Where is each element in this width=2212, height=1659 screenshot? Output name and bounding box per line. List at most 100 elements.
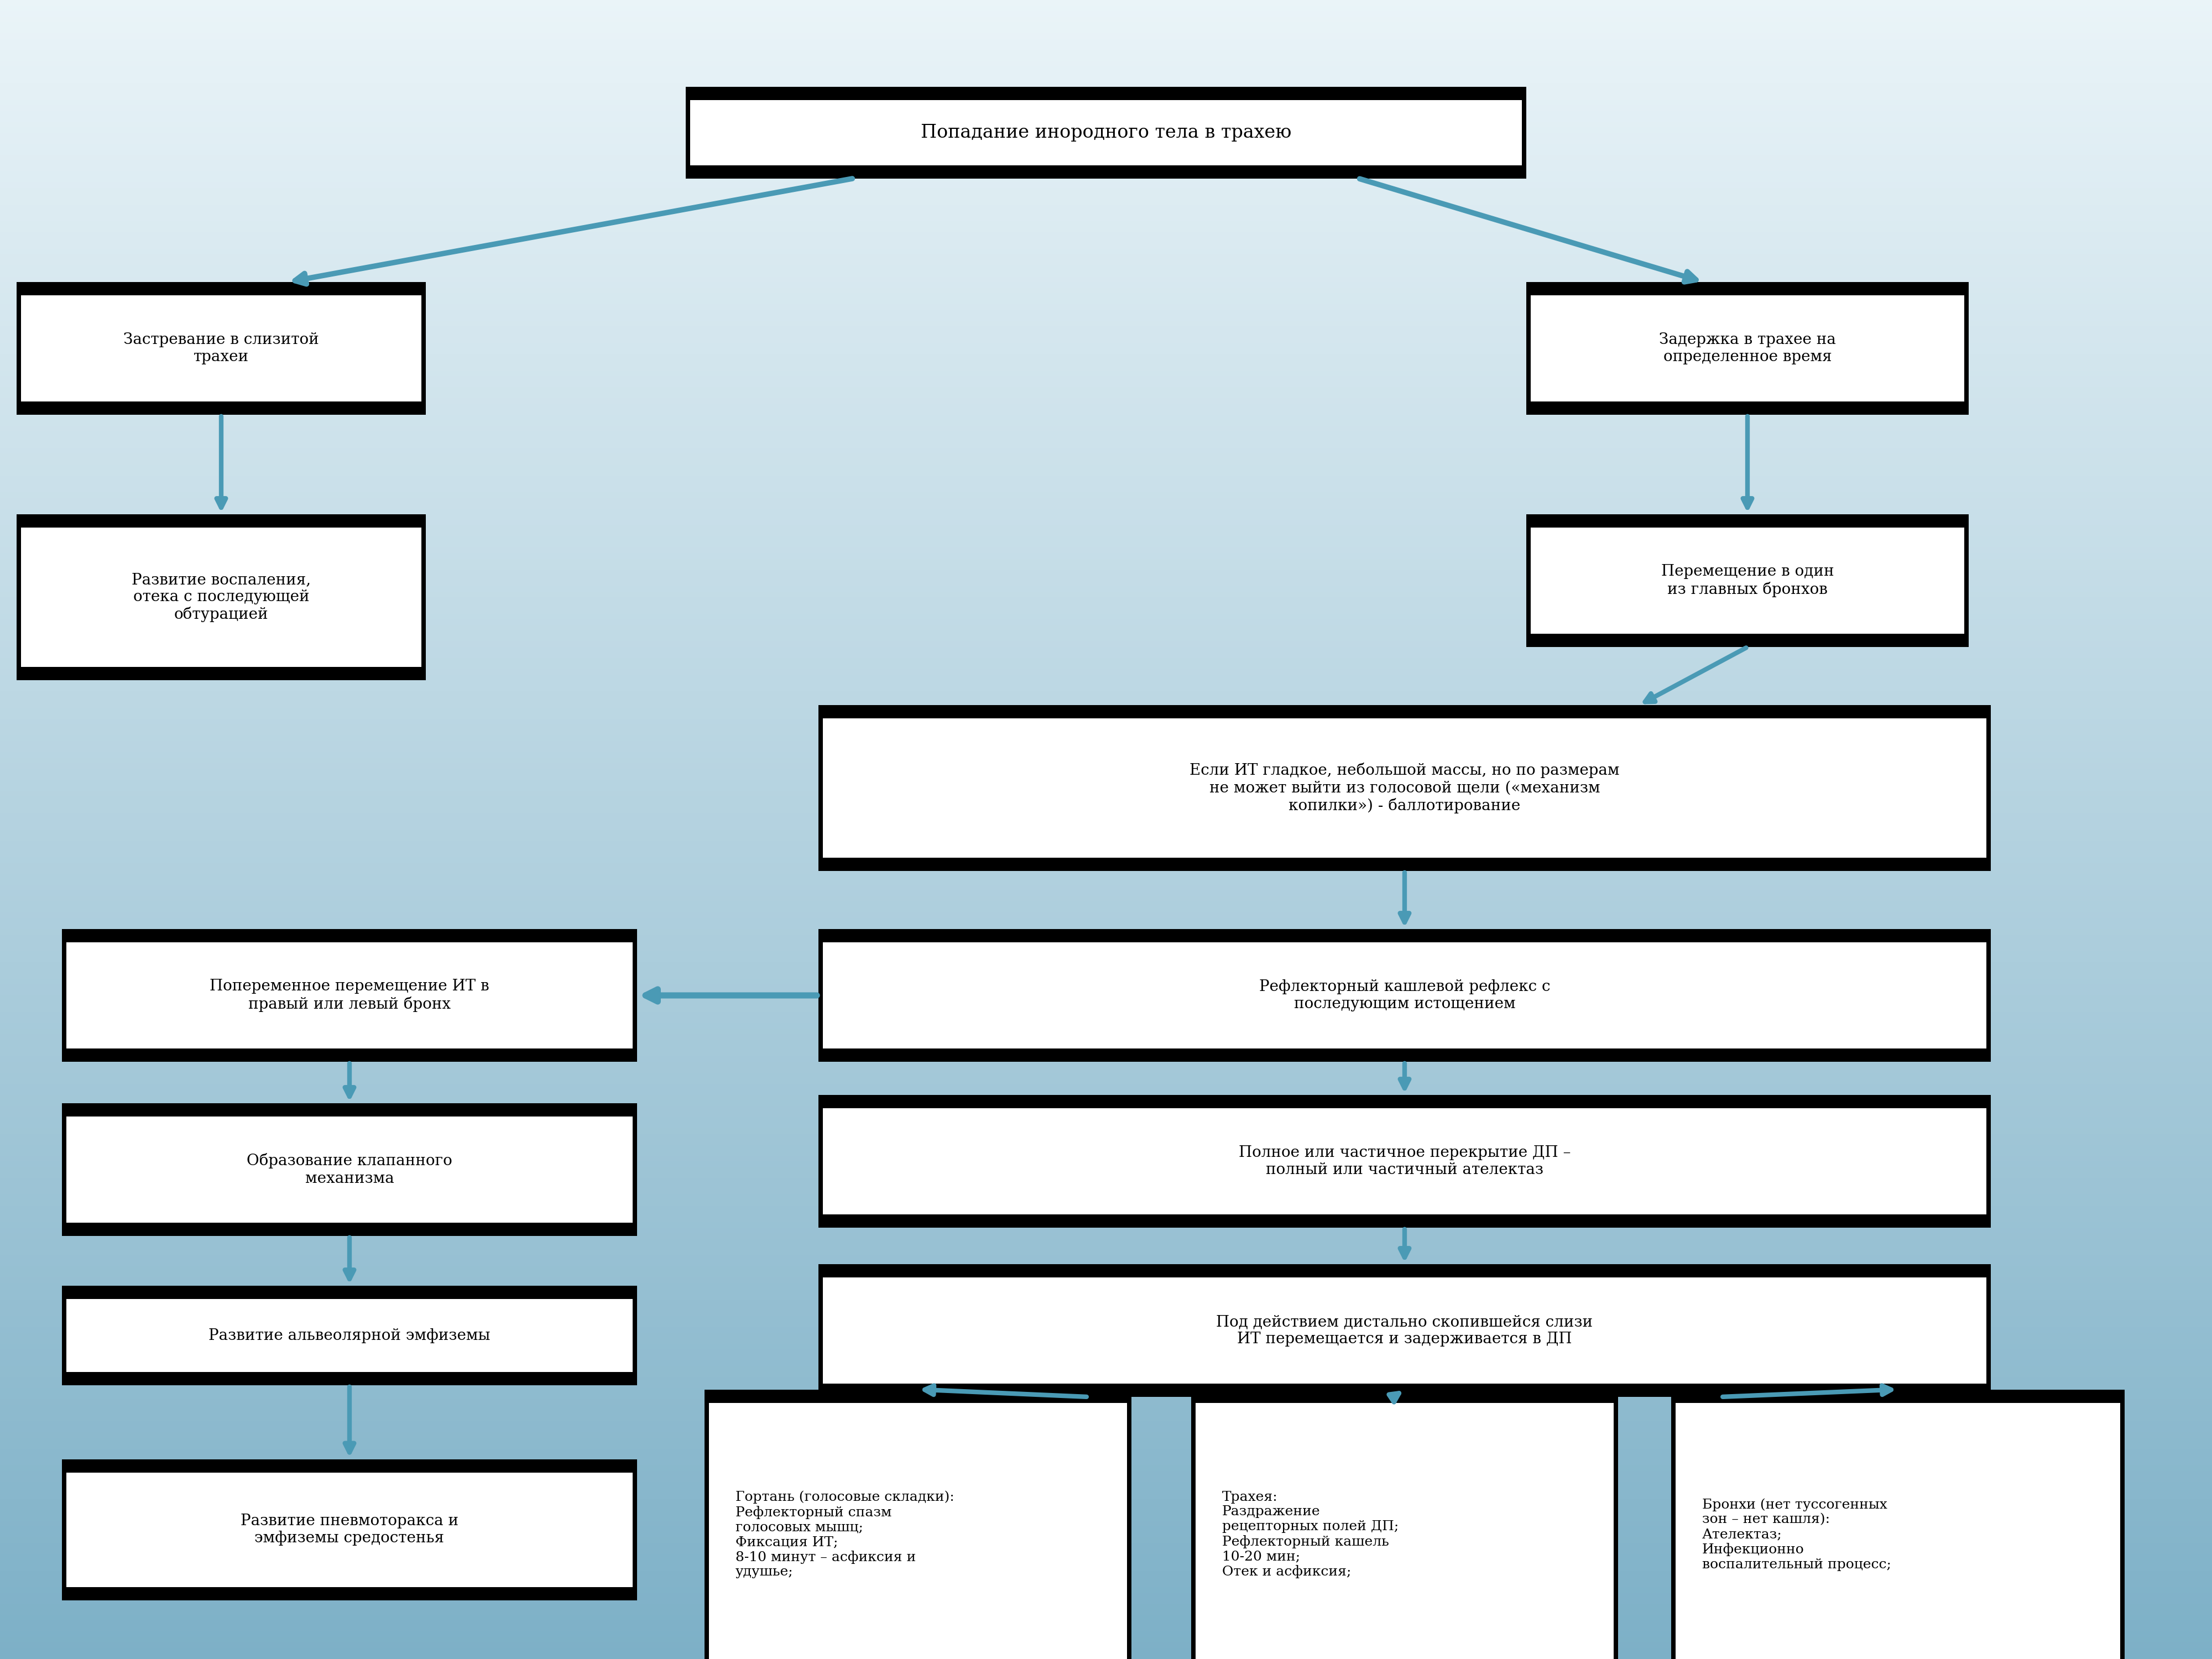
- Bar: [0, 211, 2212, 216]
- Bar: [0, 17, 2212, 22]
- Bar: [0, 0, 2212, 5]
- Bar: [0, 1609, 2212, 1614]
- Bar: [0, 559, 2212, 564]
- Bar: [0, 204, 2212, 211]
- Bar: [0, 1389, 2212, 1394]
- Bar: [0, 1448, 2212, 1455]
- Bar: [0, 808, 2212, 813]
- Bar: [818, 1095, 823, 1228]
- Bar: [0, 121, 2212, 128]
- Bar: [0, 1095, 2212, 1100]
- Bar: [633, 929, 637, 1062]
- Bar: [0, 752, 2212, 758]
- Bar: [0, 1647, 2212, 1654]
- Bar: [0, 1382, 2212, 1389]
- Bar: [0, 83, 2212, 88]
- Bar: [0, 1133, 2212, 1140]
- Bar: [0, 614, 2212, 619]
- Bar: [0, 1460, 2212, 1465]
- Bar: [0, 1626, 2212, 1631]
- Bar: [0, 144, 2212, 149]
- Bar: [62, 1586, 637, 1599]
- Bar: [0, 962, 2212, 967]
- Bar: [0, 1510, 2212, 1515]
- Bar: [686, 166, 1526, 179]
- Bar: [0, 1233, 2212, 1239]
- Bar: [0, 431, 2212, 436]
- Bar: [0, 586, 2212, 592]
- Bar: [0, 1299, 2212, 1306]
- Bar: [0, 1194, 2212, 1199]
- Bar: [0, 1090, 2212, 1095]
- Bar: [0, 1029, 2212, 1034]
- Bar: [0, 1493, 2212, 1498]
- Bar: [0, 1465, 2212, 1472]
- Bar: [0, 990, 2212, 995]
- Bar: [2119, 1390, 2124, 1659]
- Bar: [0, 100, 2212, 105]
- Text: Гортань (голосовые складки):
Рефлекторный спазм
голосовых мышц;
Фиксация ИТ;
8-1: Гортань (голосовые складки): Рефлекторны…: [734, 1491, 953, 1578]
- Bar: [0, 1614, 2212, 1621]
- Bar: [62, 1372, 637, 1385]
- Bar: [0, 1505, 2212, 1510]
- Bar: [62, 1223, 637, 1236]
- Bar: [0, 95, 2212, 100]
- Bar: [0, 1427, 2212, 1432]
- Bar: [818, 1095, 1991, 1108]
- Bar: [0, 713, 2212, 718]
- Bar: [62, 1048, 637, 1062]
- Bar: [0, 260, 2212, 265]
- Bar: [0, 625, 2212, 630]
- Bar: [0, 912, 2212, 917]
- Bar: [0, 315, 2212, 320]
- Bar: [0, 1360, 2212, 1365]
- Bar: [0, 1365, 2212, 1372]
- Bar: [818, 1264, 1991, 1397]
- Bar: [0, 182, 2212, 187]
- Bar: [0, 868, 2212, 874]
- Bar: [0, 1073, 2212, 1078]
- Bar: [0, 946, 2212, 951]
- Bar: [0, 227, 2212, 232]
- Bar: [0, 1183, 2212, 1190]
- Bar: [0, 1339, 2212, 1344]
- Bar: [0, 1261, 2212, 1266]
- Bar: [0, 1515, 2212, 1521]
- Bar: [0, 785, 2212, 791]
- Bar: [62, 1460, 637, 1473]
- Bar: [18, 282, 22, 415]
- Bar: [0, 22, 2212, 28]
- Bar: [0, 254, 2212, 260]
- Bar: [0, 304, 2212, 310]
- Bar: [0, 498, 2212, 503]
- Bar: [0, 1150, 2212, 1156]
- Bar: [0, 476, 2212, 481]
- Bar: [818, 705, 823, 871]
- Bar: [0, 244, 2212, 249]
- Bar: [0, 542, 2212, 547]
- Bar: [0, 879, 2212, 884]
- Bar: [0, 652, 2212, 659]
- Bar: [0, 232, 2212, 237]
- Bar: [818, 929, 1991, 942]
- Bar: [0, 967, 2212, 974]
- Bar: [0, 1405, 2212, 1410]
- Text: Застревание в слизитой
трахеи: Застревание в слизитой трахеи: [124, 332, 319, 365]
- Bar: [420, 514, 425, 680]
- Bar: [633, 1286, 637, 1385]
- Bar: [62, 929, 637, 942]
- Bar: [0, 1642, 2212, 1647]
- Bar: [1986, 1264, 1991, 1397]
- Bar: [0, 1322, 2212, 1327]
- Bar: [0, 1415, 2212, 1422]
- Bar: [0, 265, 2212, 270]
- Bar: [0, 1327, 2212, 1332]
- Bar: [18, 667, 425, 680]
- Bar: [0, 55, 2212, 61]
- Bar: [0, 1190, 2212, 1194]
- Bar: [0, 194, 2212, 199]
- Bar: [0, 609, 2212, 614]
- Bar: [0, 552, 2212, 559]
- Bar: [1526, 401, 1969, 415]
- Bar: [0, 299, 2212, 304]
